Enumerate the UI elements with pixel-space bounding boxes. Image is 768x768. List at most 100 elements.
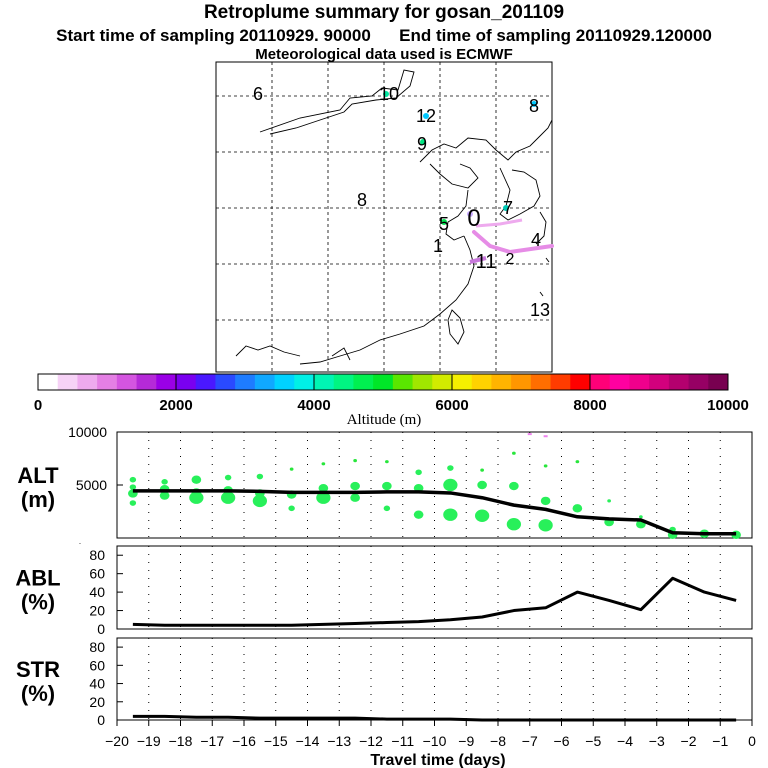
map-panel: 6 10 12 8 9 8 0 7 51 4 11 2 13 (215, 61, 554, 373)
coastline-segment (447, 309, 465, 345)
colorbar-swatch (530, 374, 552, 390)
y-tick-label: 5000 (76, 477, 107, 493)
coastline-segment (235, 345, 301, 357)
colorbar-swatch (688, 374, 709, 390)
median-altitude-line (132, 489, 737, 536)
map-day-label: 5 (439, 214, 449, 234)
altitude-point (477, 480, 487, 490)
str-panel: STR(%) 0 20 40 60 80 (16, 637, 753, 728)
map-day-label: 0 (467, 205, 480, 232)
colorbar-tick-label: 2000 (159, 397, 192, 414)
y-tick-label: 80 (89, 547, 105, 563)
coastlines (235, 69, 553, 365)
altitude-point (506, 518, 522, 531)
y-tick-label: 80 (89, 639, 105, 655)
colorbar-swatch (452, 374, 473, 390)
x-tick-label: −4 (617, 733, 633, 749)
panel-ylabel-unit: (%) (21, 681, 55, 706)
colorbar-swatch (176, 374, 197, 390)
panel-ylabel: ABL (15, 566, 60, 591)
altitude-point (318, 483, 329, 493)
altitude-point (224, 474, 232, 481)
panel-ylabel: STR (16, 657, 60, 682)
abl-panel: ABL(%) 0 20 40 60 80 (15, 545, 753, 637)
altitude-point (575, 460, 580, 464)
altitude-point (289, 467, 294, 471)
altitude-point (639, 515, 643, 519)
map-day-labels: 6 10 12 8 9 8 0 7 51 4 11 2 13 (253, 84, 550, 320)
x-tick-label: −20 (105, 733, 129, 749)
panel-ylabel-unit: (%) (21, 590, 55, 615)
y-tick-label-small: . (79, 537, 81, 546)
chart-subtitle: Start time of sampling 20110929. 90000 E… (56, 26, 712, 45)
colorbar-swatch (136, 374, 157, 390)
x-tick-label: −19 (137, 733, 161, 749)
altitude-point (189, 491, 204, 504)
altitude-point (607, 499, 611, 503)
colorbar-swatch (77, 374, 98, 390)
altitude-point (159, 491, 170, 500)
trajectory-point (441, 219, 447, 225)
altitude-point-high (527, 433, 532, 436)
map-day-label: 2 (506, 251, 515, 268)
colorbar-label: Altitude (m) (347, 412, 422, 428)
altitude-point (129, 476, 137, 483)
colorbar-swatch (511, 374, 532, 390)
map-day-label: 1 (433, 236, 443, 256)
percentage-line (132, 576, 737, 627)
colorbar-tick-label: 8000 (573, 397, 606, 414)
colorbar-swatch (38, 374, 59, 390)
colorbar-swatch (294, 374, 315, 390)
y-tick-label: 60 (89, 566, 105, 582)
altitude-point (191, 475, 202, 484)
colorbar-tick-label: 0 (34, 397, 42, 414)
colorbar-swatch (649, 374, 670, 390)
trajectory-plume (383, 91, 554, 264)
panel-frame (116, 545, 753, 630)
altitude-colorbar: 0 2000 4000 6000 8000 10000 (34, 373, 749, 414)
panel-frame (116, 431, 753, 539)
altitude-point (413, 510, 424, 519)
altitude-point (161, 479, 168, 485)
coastline-segment (419, 119, 553, 163)
x-tick-label: −13 (327, 733, 351, 749)
altitude-point (129, 500, 137, 506)
coastline-segment (499, 167, 541, 221)
map-day-label: 9 (417, 134, 427, 154)
coastline-segment (429, 163, 479, 189)
trajectory-band (472, 230, 554, 255)
colorbar-swatch (609, 374, 630, 390)
colorbar-swatch (432, 374, 453, 390)
x-tick-label: 0 (748, 733, 756, 749)
colorbar-swatch (491, 374, 512, 390)
altitude-point (129, 484, 137, 490)
colorbar-tick-label: 6000 (435, 397, 468, 414)
altitude-point (353, 459, 357, 463)
coastline-segment (259, 69, 415, 135)
panel-ylabel: ALT (17, 463, 59, 488)
x-tick-label: −15 (264, 733, 288, 749)
y-tick-label: 0 (97, 621, 105, 637)
trajectory-band (469, 256, 487, 264)
x-tick-label: −6 (554, 733, 570, 749)
coastline-segment (299, 235, 475, 365)
percentage-line (132, 714, 737, 722)
met-data-line: Meteorological data used is ECMWF (255, 46, 513, 63)
colorbar-swatch (590, 374, 611, 390)
x-tick-label: −16 (232, 733, 256, 749)
colorbar-swatch (314, 374, 335, 390)
altitude-point (480, 468, 484, 472)
coastline-segment (445, 189, 469, 241)
x-tick-label: −17 (200, 733, 224, 749)
altitude-point (252, 494, 268, 508)
altitude-point (572, 504, 583, 513)
chart-title: Retroplume summary for gosan_201109 (203, 2, 565, 23)
altitude-point (316, 491, 331, 504)
colorbar-swatch (629, 374, 650, 390)
y-tick-label: 10000 (68, 424, 107, 440)
x-tick-label: −5 (585, 733, 601, 749)
altitude-point-high (543, 435, 548, 438)
x-tick-label: −14 (296, 733, 320, 749)
altitude-point (383, 505, 391, 512)
